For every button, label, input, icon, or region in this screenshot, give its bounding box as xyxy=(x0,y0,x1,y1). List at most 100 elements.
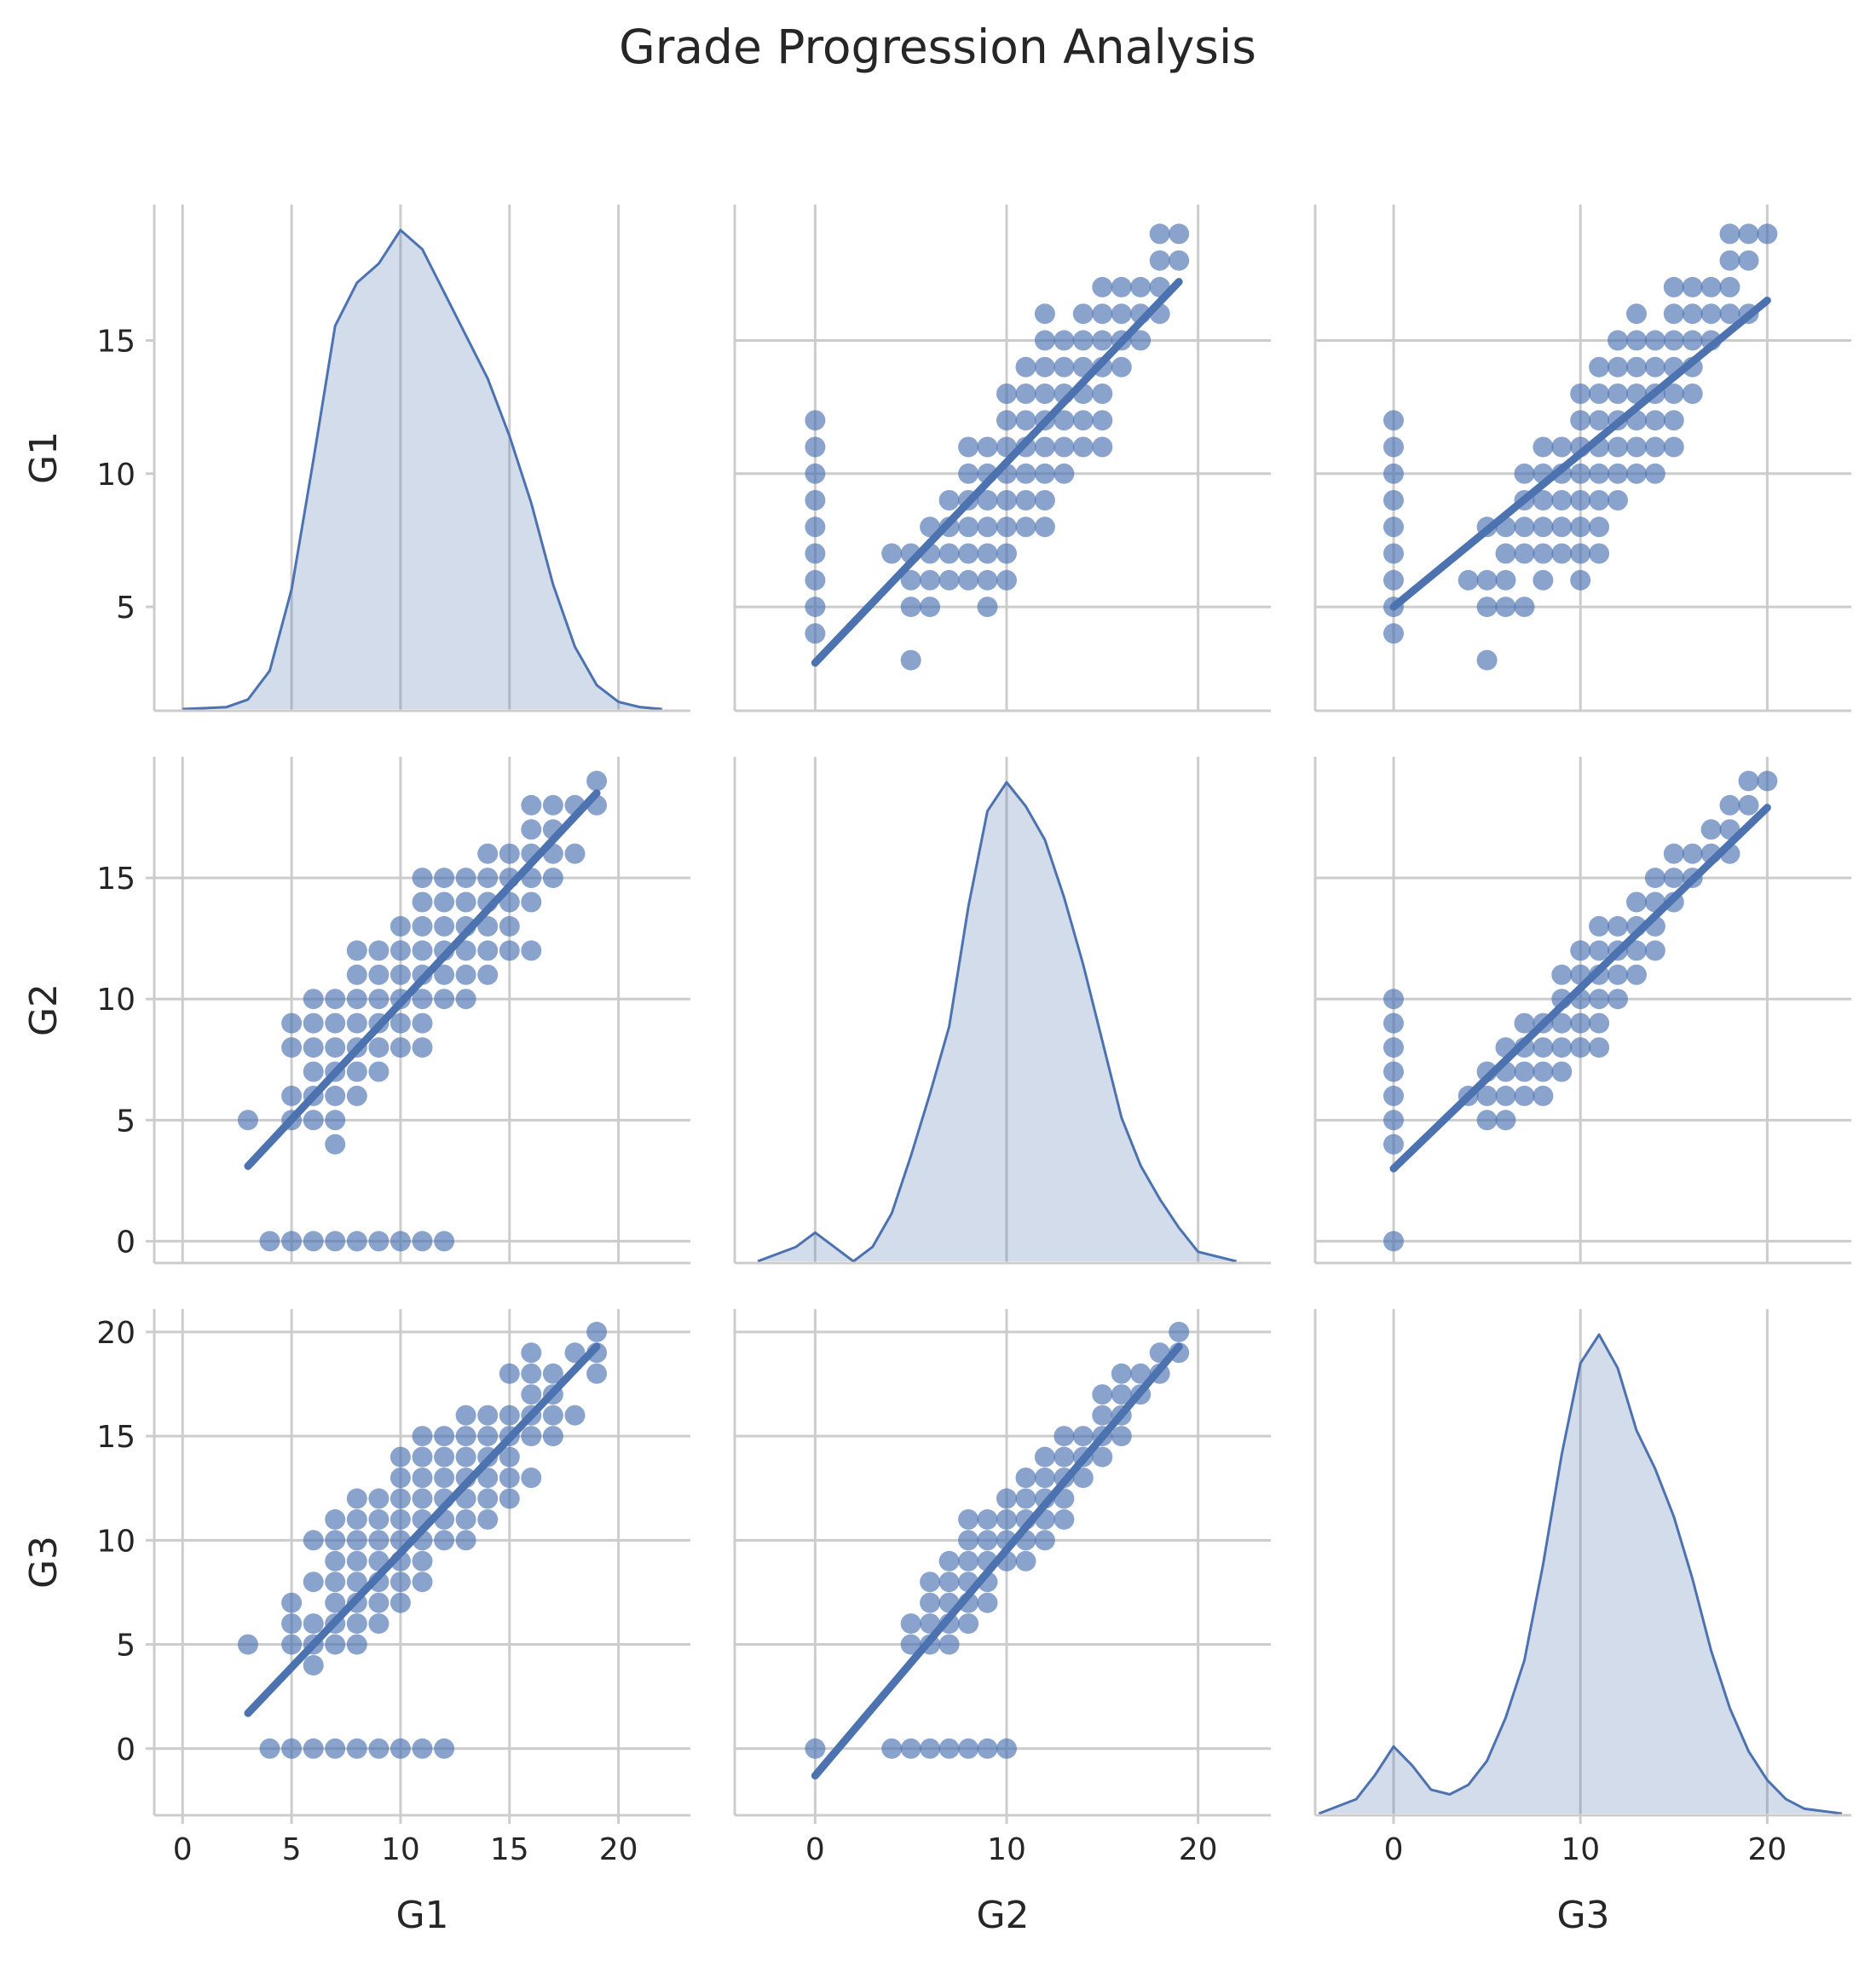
data-point xyxy=(805,1738,826,1759)
data-point xyxy=(564,1342,586,1364)
data-point xyxy=(477,843,499,864)
data-point xyxy=(1663,330,1684,351)
y-tick-label: 5 xyxy=(116,1104,136,1139)
data-point xyxy=(1644,330,1665,351)
data-point xyxy=(586,770,608,792)
data-point xyxy=(1663,276,1684,297)
y-tick-label: 10 xyxy=(96,458,136,493)
kde-line xyxy=(1318,1333,1843,1815)
data-point xyxy=(390,940,411,961)
data-point xyxy=(346,1634,367,1655)
data-point xyxy=(1495,1110,1516,1131)
data-point xyxy=(346,989,367,1010)
regression-line xyxy=(244,1342,601,1717)
x-tick-label: 20 xyxy=(1747,1832,1787,1867)
data-point xyxy=(1130,330,1152,351)
data-point xyxy=(996,490,1017,510)
data-point xyxy=(958,436,979,458)
data-point xyxy=(434,964,455,985)
data-point xyxy=(996,1488,1017,1509)
data-point xyxy=(1738,770,1759,792)
data-point xyxy=(1053,436,1075,458)
data-point xyxy=(1111,1426,1132,1447)
data-point xyxy=(1495,569,1516,591)
data-point xyxy=(368,1530,390,1551)
data-point xyxy=(412,1488,433,1509)
data-point xyxy=(996,410,1017,431)
data-point xyxy=(977,516,998,538)
data-point xyxy=(390,1572,411,1593)
data-point xyxy=(477,1468,499,1488)
data-point xyxy=(1383,1061,1404,1082)
y-tick-label: 0 xyxy=(116,1733,136,1768)
data-point xyxy=(1034,436,1055,458)
data-point xyxy=(1111,276,1132,297)
data-point xyxy=(521,1363,542,1384)
data-point xyxy=(1015,490,1036,510)
data-point xyxy=(920,1738,941,1759)
x-axis-label: G2 xyxy=(976,1894,1029,1937)
y-tick-label: 10 xyxy=(96,983,136,1018)
data-point xyxy=(958,516,979,538)
data-point xyxy=(521,891,542,913)
data-point xyxy=(1570,516,1591,538)
data-point xyxy=(1608,356,1628,378)
data-point xyxy=(1551,543,1573,564)
data-point xyxy=(1169,223,1190,245)
y-tick-label: 5 xyxy=(116,591,136,626)
data-point xyxy=(455,1508,476,1530)
data-point xyxy=(325,1530,346,1551)
data-point xyxy=(1570,463,1591,484)
data-point xyxy=(1034,490,1055,510)
data-point xyxy=(368,964,390,985)
data-point xyxy=(1682,276,1703,297)
data-point xyxy=(977,1592,998,1613)
data-point xyxy=(996,1508,1017,1530)
x-axis-label: G1 xyxy=(395,1894,448,1937)
data-point xyxy=(1626,436,1647,458)
data-point xyxy=(1072,330,1094,351)
data-point xyxy=(1589,1012,1610,1034)
data-point xyxy=(477,940,499,961)
data-point xyxy=(1034,303,1055,325)
data-point xyxy=(303,1231,324,1252)
data-point xyxy=(1072,1468,1094,1488)
data-point xyxy=(1589,356,1610,378)
data-point xyxy=(977,1530,998,1551)
regression-line xyxy=(811,278,1183,667)
data-point xyxy=(390,1012,411,1034)
data-point xyxy=(542,1426,563,1447)
data-point xyxy=(1495,1085,1516,1106)
data-point xyxy=(477,868,499,889)
data-point xyxy=(1383,516,1404,538)
data-point xyxy=(259,1738,280,1759)
data-point xyxy=(1476,569,1498,591)
data-point xyxy=(455,1404,476,1426)
data-point xyxy=(346,1488,367,1509)
data-point xyxy=(938,490,960,510)
kde-fill xyxy=(182,230,662,709)
data-point xyxy=(1476,1110,1498,1131)
data-point xyxy=(1719,223,1740,245)
data-point xyxy=(1514,1085,1535,1106)
data-point xyxy=(390,915,411,937)
data-point xyxy=(346,1572,367,1593)
data-point xyxy=(325,1634,346,1655)
data-point xyxy=(390,1468,411,1488)
panel-g2-vs-g3 xyxy=(1313,757,1851,1265)
data-point xyxy=(1644,436,1665,458)
data-point xyxy=(1644,410,1665,431)
data-point xyxy=(1589,543,1610,564)
data-point xyxy=(412,868,433,889)
y-tick-label: 5 xyxy=(116,1629,136,1664)
data-point xyxy=(1626,964,1647,985)
data-point xyxy=(1551,490,1573,510)
data-point xyxy=(237,1634,258,1655)
panel-g3-vs-g2: 0 10 20 G2 xyxy=(733,1309,1271,1937)
data-point xyxy=(1551,436,1573,458)
data-point xyxy=(281,1613,303,1635)
data-point xyxy=(1111,356,1132,378)
data-point xyxy=(1092,276,1113,297)
panel-g2-vs-g1: 0 5 10 15 G2 xyxy=(22,757,690,1265)
